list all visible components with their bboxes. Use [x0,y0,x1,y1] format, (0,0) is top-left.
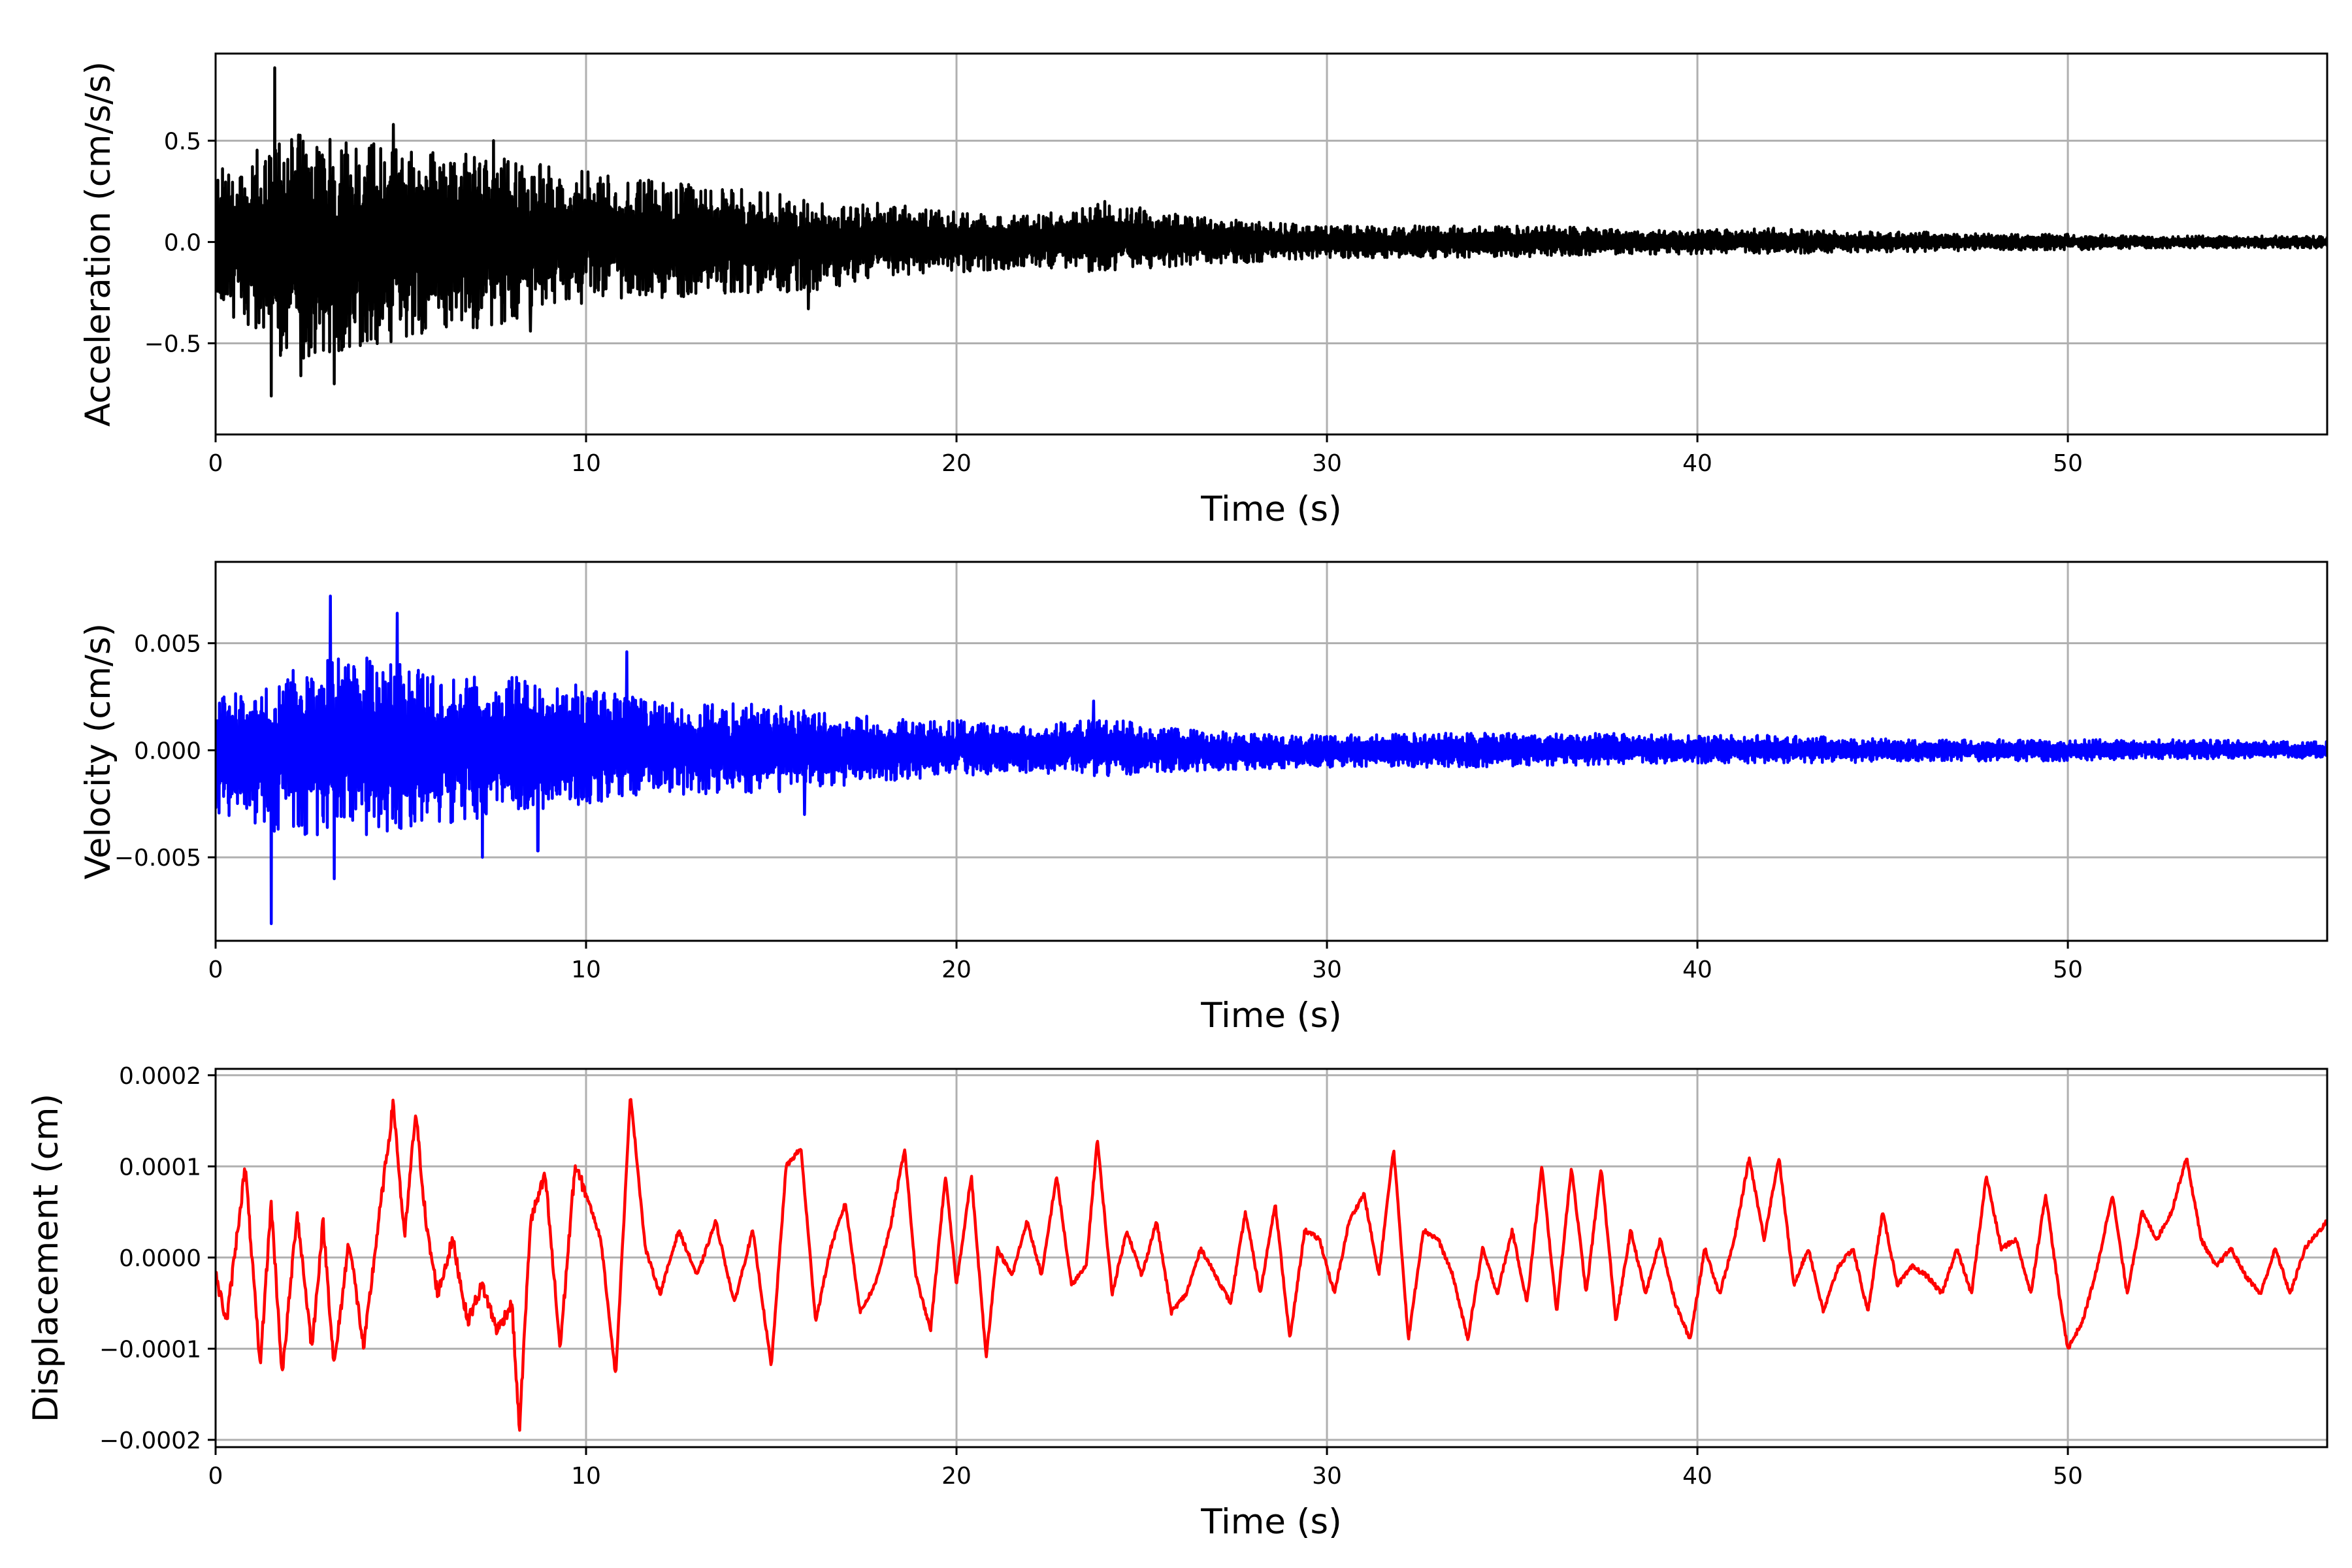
displacement-x-axis-label: Time (s) [1200,1502,1342,1542]
x-tick-label: 30 [1312,1463,1342,1490]
y-tick-label: 0.0001 [119,1154,201,1181]
y-tick-label: 0.5 [164,128,201,155]
x-tick-label: 40 [1682,1463,1712,1490]
x-tick-label: 10 [571,1463,601,1490]
x-tick-label: 40 [1682,450,1712,477]
acceleration-panel: 0 10 20 30 40 50 −0.5 0.0 0.5 Time (s) Accelerat… [78,52,2328,529]
y-tick-label: −0.0001 [99,1336,201,1363]
x-tick-label: 50 [2053,450,2083,477]
acceleration-trace [216,66,2327,398]
displacement-panel: 0 10 20 30 40 50 −0.0002 −0.0001 0.0000 0.0001 0.0… [26,1063,2328,1542]
x-tick-label: 20 [941,1463,972,1490]
x-tick-label: 30 [1312,956,1342,983]
velocity-y-axis-label: Velocity (cm/s) [78,623,118,879]
x-tick-label: 20 [941,956,972,983]
x-tick-label: 10 [571,450,601,477]
y-tick-label: −0.0002 [99,1428,201,1454]
series-line [216,595,2327,926]
x-tick-label: 10 [571,956,601,983]
displacement-trace [216,1098,2327,1432]
displacement-y-axis-label: Displacement (cm) [26,1094,66,1422]
velocity-plot-frame [214,561,2328,942]
y-tick-label: −0.5 [144,331,201,357]
acceleration-x-axis-label: Time (s) [1200,489,1342,529]
x-tick-label: 20 [941,450,972,477]
y-tick-label: 0.0 [164,229,201,256]
velocity-panel: 0 10 20 30 40 50 −0.005 0.000 0.005 Time (s) Vel… [78,561,2328,1036]
acceleration-ticks: 0 10 20 30 40 50 −0.5 0.0 0.5 [144,128,2083,477]
x-tick-label: 0 [208,956,223,983]
y-tick-label: 0.0000 [119,1245,201,1272]
displacement-ticks: 0 10 20 30 40 50 −0.0002 −0.0001 0.0000 0.0001 0.0… [99,1063,2083,1490]
series-line [216,1098,2327,1432]
series-line [216,66,2327,398]
velocity-trace [216,595,2327,926]
x-tick-label: 50 [2053,1463,2083,1490]
x-tick-label: 0 [208,450,223,477]
acceleration-plot-frame [214,52,2328,436]
y-tick-label: 0.000 [134,738,201,764]
y-tick-label: −0.005 [114,845,201,872]
x-tick-label: 0 [208,1463,223,1490]
x-tick-label: 50 [2053,956,2083,983]
y-tick-label: 0.005 [134,631,201,658]
acceleration-y-axis-label: Acceleration (cm/s/s) [78,61,118,427]
x-tick-label: 30 [1312,450,1342,477]
velocity-x-axis-label: Time (s) [1200,996,1342,1036]
x-tick-label: 40 [1682,956,1712,983]
y-tick-label: 0.0002 [119,1063,201,1090]
velocity-ticks: 0 10 20 30 40 50 −0.005 0.000 0.005 [114,631,2083,983]
